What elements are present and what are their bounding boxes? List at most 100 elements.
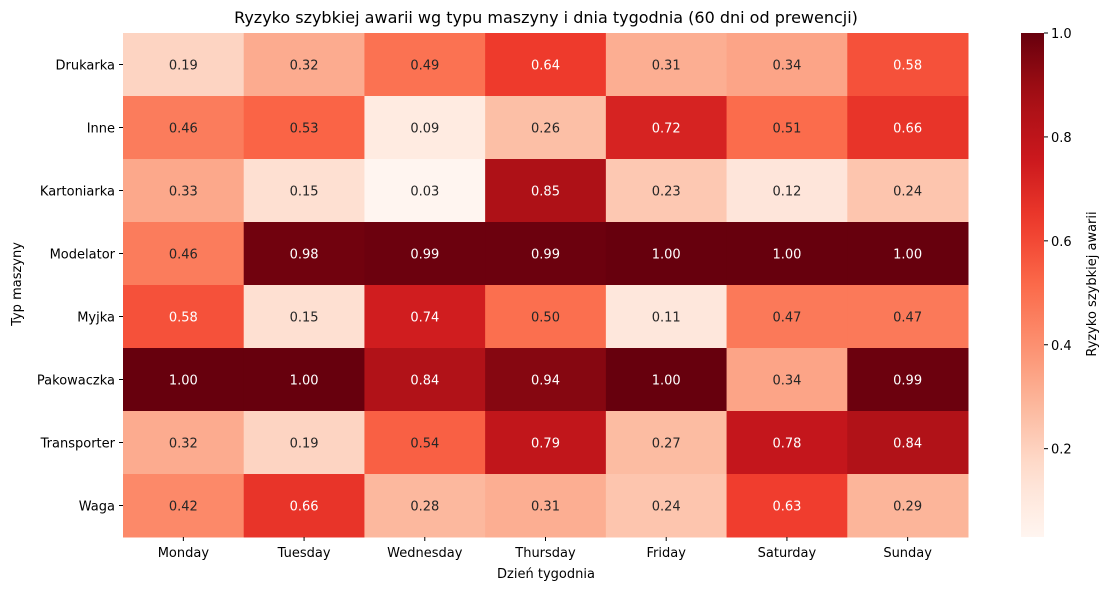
heatmap-cell — [123, 33, 245, 97]
cell-value-label: 0.32 — [290, 59, 319, 74]
colorbar-ticks: 0.2 0.4 0.6 0.8 1.0 — [1044, 27, 1072, 458]
heatmap-cell — [726, 348, 848, 412]
heatmap-cell — [605, 33, 728, 97]
heatmap-cell — [485, 411, 607, 475]
heatmap-cell — [726, 222, 848, 286]
cell-value-label: 0.84 — [410, 374, 439, 389]
cell-value-label: 0.64 — [531, 59, 560, 74]
heatmap-cell — [485, 348, 607, 412]
cell-value-label: 0.53 — [290, 122, 319, 137]
heatmap-cell — [243, 222, 365, 286]
cell-value-label: 0.27 — [652, 437, 681, 452]
cell-value-label: 0.99 — [410, 248, 439, 263]
heatmap-cell — [364, 159, 486, 223]
heatmap-cell — [605, 96, 728, 160]
cell-value-label: 0.74 — [410, 311, 439, 326]
heatmap-cell — [364, 33, 486, 97]
x-tick-label: Monday — [158, 546, 210, 561]
x-axis: Monday Tuesday Wednesday Thursday Friday Satu… — [158, 537, 932, 561]
cell-value-label: 0.23 — [652, 185, 681, 200]
cell-value-label: 0.34 — [772, 59, 801, 74]
y-tick-label: Modelator — [50, 248, 116, 263]
colorbar-gradient — [1021, 33, 1044, 537]
heatmap-cell — [485, 285, 607, 349]
cell-value-label: 0.72 — [652, 122, 681, 137]
cell-value-label: 0.49 — [410, 59, 439, 74]
cell-value-label: 1.00 — [772, 248, 801, 263]
cell-value-label: 0.46 — [169, 122, 198, 137]
cell-value-label: 0.63 — [772, 500, 801, 515]
x-tick-label: Thursday — [514, 546, 576, 561]
cell-value-label: 0.98 — [290, 248, 319, 263]
cell-value-label: 0.15 — [290, 311, 319, 326]
heatmap-cell — [364, 285, 486, 349]
heatmap-cell — [485, 222, 607, 286]
cell-value-label: 0.47 — [772, 311, 801, 326]
heatmap-cell — [123, 222, 245, 286]
heatmap-cell — [485, 96, 607, 160]
heatmap-cell — [243, 33, 365, 97]
cell-value-label: 0.78 — [772, 437, 801, 452]
cell-value-label: 0.66 — [290, 500, 319, 515]
heatmap-cell — [605, 411, 728, 475]
heatmap-cell — [485, 159, 607, 223]
cell-value-label: 0.31 — [531, 500, 560, 515]
heatmap-cell — [605, 348, 728, 412]
cell-value-label: 1.00 — [290, 374, 319, 389]
colorbar-tick-label: 1.0 — [1051, 27, 1072, 42]
heatmap-cell — [847, 285, 969, 349]
y-tick-label: Waga — [79, 500, 115, 515]
cell-value-label: 0.15 — [290, 185, 319, 200]
colorbar-tick-label: 0.6 — [1051, 235, 1072, 250]
y-tick-label: Pakowaczka — [37, 374, 115, 389]
heatmap-cell — [605, 474, 728, 538]
heatmap-cell — [123, 96, 245, 160]
x-tick-label: Sunday — [883, 546, 932, 561]
cell-value-label: 0.58 — [169, 311, 198, 326]
heatmap-cell — [364, 222, 486, 286]
cell-value-label: 0.46 — [169, 248, 198, 263]
chart-title: Ryzyko szybkiej awarii wg typu maszyny i… — [234, 8, 858, 27]
y-tick-label: Transporter — [40, 437, 116, 452]
heatmap-cell — [243, 348, 365, 412]
heatmap-cell — [847, 96, 969, 160]
heatmap-cell — [605, 159, 728, 223]
cell-value-label: 0.12 — [772, 185, 801, 200]
cell-value-label: 0.28 — [410, 500, 439, 515]
cell-value-label: 0.51 — [772, 122, 801, 137]
heatmap-cell — [243, 285, 365, 349]
cell-value-label: 0.34 — [772, 374, 801, 389]
heatmap-cell — [123, 474, 245, 538]
cell-value-label: 1.00 — [169, 374, 198, 389]
cell-value-label: 0.26 — [531, 122, 560, 137]
heatmap-cell — [364, 411, 486, 475]
cell-value-label: 0.24 — [893, 185, 922, 200]
cell-value-label: 0.42 — [169, 500, 198, 515]
y-tick-label: Kartoniarka — [40, 185, 115, 200]
heatmap-cell — [847, 348, 969, 412]
y-tick-label: Myjka — [77, 311, 115, 326]
cell-value-label: 0.47 — [893, 311, 922, 326]
cell-value-label: 0.09 — [410, 122, 439, 137]
y-axis-label: Typ maszyny — [10, 242, 25, 327]
cell-value-label: 0.32 — [169, 437, 198, 452]
heatmap-cell — [605, 222, 728, 286]
heatmap-cell — [123, 285, 245, 349]
heatmap-cell — [726, 96, 848, 160]
heatmap-cell — [847, 222, 969, 286]
cell-value-label: 0.11 — [652, 311, 681, 326]
cell-value-label: 1.00 — [893, 248, 922, 263]
cell-value-label: 0.58 — [893, 59, 922, 74]
x-tick-label: Tuesday — [277, 546, 331, 561]
cell-value-label: 0.31 — [652, 59, 681, 74]
cell-value-label: 0.19 — [290, 437, 319, 452]
heatmap-cell — [726, 33, 848, 97]
x-tick-label: Friday — [647, 546, 687, 561]
x-axis-label: Dzień tygodnia — [497, 567, 595, 582]
cell-value-label: 0.19 — [169, 59, 198, 74]
heatmap-cell — [847, 33, 969, 97]
x-tick-label: Saturday — [758, 546, 817, 561]
cell-value-label: 0.50 — [531, 311, 560, 326]
heatmap-cell — [847, 159, 969, 223]
